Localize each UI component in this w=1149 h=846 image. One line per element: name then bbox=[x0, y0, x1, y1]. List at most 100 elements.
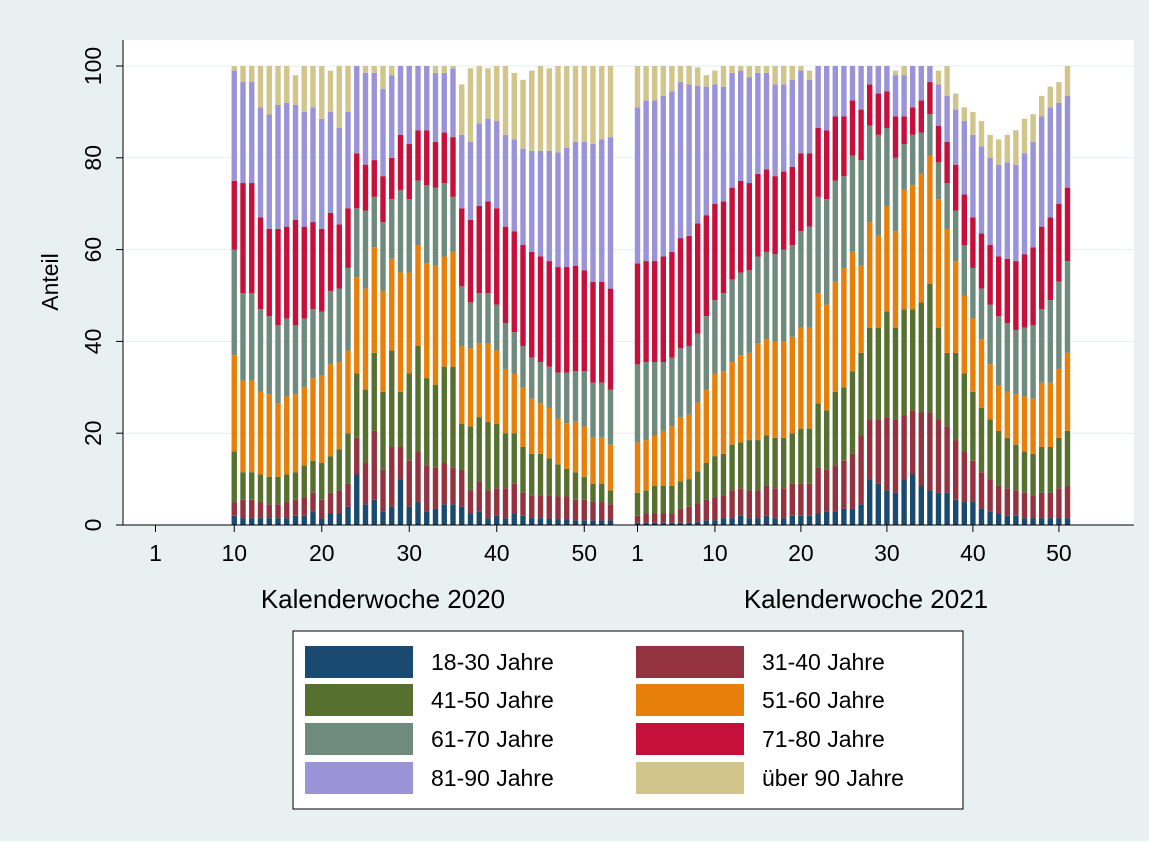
bar-segment bbox=[875, 327, 881, 420]
bar-segment bbox=[961, 121, 967, 195]
bar-segment bbox=[643, 100, 649, 262]
bar-segment bbox=[892, 70, 899, 76]
bar-segment bbox=[494, 515, 500, 525]
bar-segment bbox=[380, 469, 386, 512]
bar-segment bbox=[564, 267, 570, 373]
bar-segment bbox=[415, 451, 421, 503]
bar-segment bbox=[380, 176, 386, 223]
bar-segment bbox=[789, 66, 795, 80]
bar-segment bbox=[987, 304, 993, 365]
bar-segment bbox=[832, 66, 838, 117]
bar-segment bbox=[450, 66, 456, 69]
bar-segment bbox=[703, 86, 709, 216]
bar-segment bbox=[292, 394, 299, 473]
bar-segment bbox=[336, 449, 342, 491]
bar-segment bbox=[1064, 66, 1071, 96]
bar-segment bbox=[712, 520, 718, 525]
bar-segment bbox=[987, 157, 993, 246]
bar-segment bbox=[652, 513, 658, 523]
bar-segment bbox=[362, 164, 369, 211]
bar-segment bbox=[406, 272, 412, 374]
bar-segment bbox=[978, 288, 985, 340]
bar-segment bbox=[634, 442, 641, 493]
bar-segment bbox=[354, 373, 360, 438]
bar-segment bbox=[738, 70, 744, 181]
bar-segment bbox=[607, 490, 614, 505]
bar-segment bbox=[275, 66, 281, 106]
bar-segment bbox=[806, 226, 813, 328]
bar-segment bbox=[815, 196, 821, 294]
bar-segment bbox=[677, 522, 684, 525]
bar-segment bbox=[798, 428, 804, 484]
bar-segment bbox=[345, 111, 351, 209]
x-axis-label-2021: Kalenderwoche 2021 bbox=[744, 584, 988, 614]
bar-segment bbox=[884, 417, 890, 491]
bar-segment bbox=[703, 499, 709, 521]
bar-segment bbox=[953, 109, 959, 165]
bar-segment bbox=[599, 382, 605, 438]
bar-segment bbox=[231, 66, 237, 71]
bar-segment bbox=[935, 327, 942, 420]
bar-segment bbox=[537, 495, 544, 519]
bar-segment bbox=[555, 267, 561, 373]
bar-segment bbox=[450, 251, 456, 367]
bar-segment bbox=[249, 66, 255, 83]
bar-segment bbox=[476, 481, 482, 512]
bar-segment bbox=[275, 476, 281, 505]
bar-segment bbox=[798, 231, 804, 328]
bar-segment bbox=[511, 72, 517, 140]
bar-segment bbox=[781, 341, 787, 438]
bar-segment bbox=[564, 147, 570, 268]
bar-segment bbox=[1004, 162, 1010, 259]
bar-segment bbox=[450, 504, 456, 525]
bar-segment bbox=[729, 362, 735, 445]
bar-segment bbox=[944, 66, 950, 96]
bar-segment bbox=[824, 130, 830, 200]
legend-label: 51-60 Jahre bbox=[762, 687, 885, 713]
bar-segment bbox=[345, 483, 351, 507]
bar-segment bbox=[511, 231, 517, 333]
bar-segment bbox=[841, 460, 847, 509]
bar-segment bbox=[720, 518, 727, 525]
bar-segment bbox=[695, 471, 701, 504]
bar-segment bbox=[450, 196, 456, 252]
bar-segment bbox=[884, 311, 890, 418]
bar-segment bbox=[424, 263, 430, 379]
bar-segment bbox=[494, 208, 500, 305]
bar-segment bbox=[485, 201, 491, 294]
legend-label: 31-40 Jahre bbox=[762, 649, 885, 675]
bar-segment bbox=[944, 352, 950, 427]
bar-segment bbox=[284, 226, 290, 319]
bar-segment bbox=[695, 521, 701, 525]
bar-segment bbox=[599, 502, 605, 521]
bar-segment bbox=[310, 511, 316, 525]
bar-segment bbox=[467, 302, 474, 349]
bar-segment bbox=[996, 164, 1002, 257]
bar-segment bbox=[867, 125, 873, 223]
bar-segment bbox=[703, 520, 709, 525]
bar-segment bbox=[798, 483, 804, 516]
bar-segment bbox=[336, 362, 342, 450]
bar-segment bbox=[1021, 451, 1028, 493]
bar-segment bbox=[231, 515, 237, 525]
bar-segment bbox=[652, 522, 658, 525]
bar-segment bbox=[746, 518, 752, 525]
bar-segment bbox=[529, 150, 535, 252]
bar-segment bbox=[284, 474, 290, 503]
bar-segment bbox=[1004, 488, 1010, 516]
y-ticks: 0 20 40 60 80 100 bbox=[80, 47, 123, 531]
bar-segment bbox=[660, 522, 666, 525]
bar-segment bbox=[729, 490, 735, 519]
bar-segment bbox=[520, 387, 526, 447]
bar-segment bbox=[1039, 116, 1045, 227]
bar-segment bbox=[953, 261, 959, 353]
bar-segment bbox=[746, 440, 752, 491]
bar-segment bbox=[660, 95, 666, 257]
bar-segment bbox=[231, 502, 237, 516]
bar-segment bbox=[686, 522, 692, 525]
bar-segment bbox=[1056, 437, 1062, 489]
bar-segment bbox=[755, 518, 761, 525]
bar-segment bbox=[345, 66, 351, 112]
bar-segment bbox=[415, 66, 421, 131]
bar-segment bbox=[371, 352, 377, 431]
